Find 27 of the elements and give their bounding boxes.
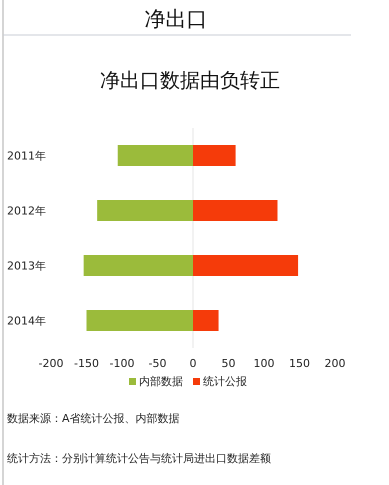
- source-note: 数据来源：A省统计公报、内部数据: [7, 412, 180, 425]
- y-tick-label: 2014年: [7, 314, 46, 328]
- y-tick-label: 2013年: [7, 260, 46, 272]
- bar: [193, 255, 298, 276]
- legend-label: 统计公报: [203, 375, 247, 388]
- chart-title: 净出口: [144, 7, 208, 31]
- x-tick-label: -150: [74, 357, 99, 370]
- bar: [84, 255, 193, 276]
- bar: [193, 145, 236, 166]
- bar: [193, 310, 219, 331]
- x-tick-label: -100: [110, 357, 134, 370]
- x-tick-label: 150: [289, 357, 310, 370]
- text: 统计方法：分别计算统计公告与统计局进出口数据差额: [7, 452, 271, 465]
- x-tick-label: 100: [254, 357, 274, 370]
- bar: [86, 310, 193, 331]
- x-tick-label: -200: [38, 357, 64, 370]
- y-tick-label: 2012年: [7, 204, 46, 218]
- chart-subtitle: 净出口数据由负转正: [100, 68, 280, 92]
- bar: [118, 145, 193, 166]
- x-tick-label: 0: [190, 357, 196, 370]
- y-tick-label: 2011年: [7, 150, 46, 162]
- x-tick-label: 50: [222, 357, 236, 370]
- x-tick-label: -50: [148, 357, 166, 370]
- legend-label: 内部数据: [139, 375, 183, 388]
- x-tick-label: 200: [324, 357, 346, 370]
- bar: [193, 200, 278, 221]
- bar: [97, 200, 193, 221]
